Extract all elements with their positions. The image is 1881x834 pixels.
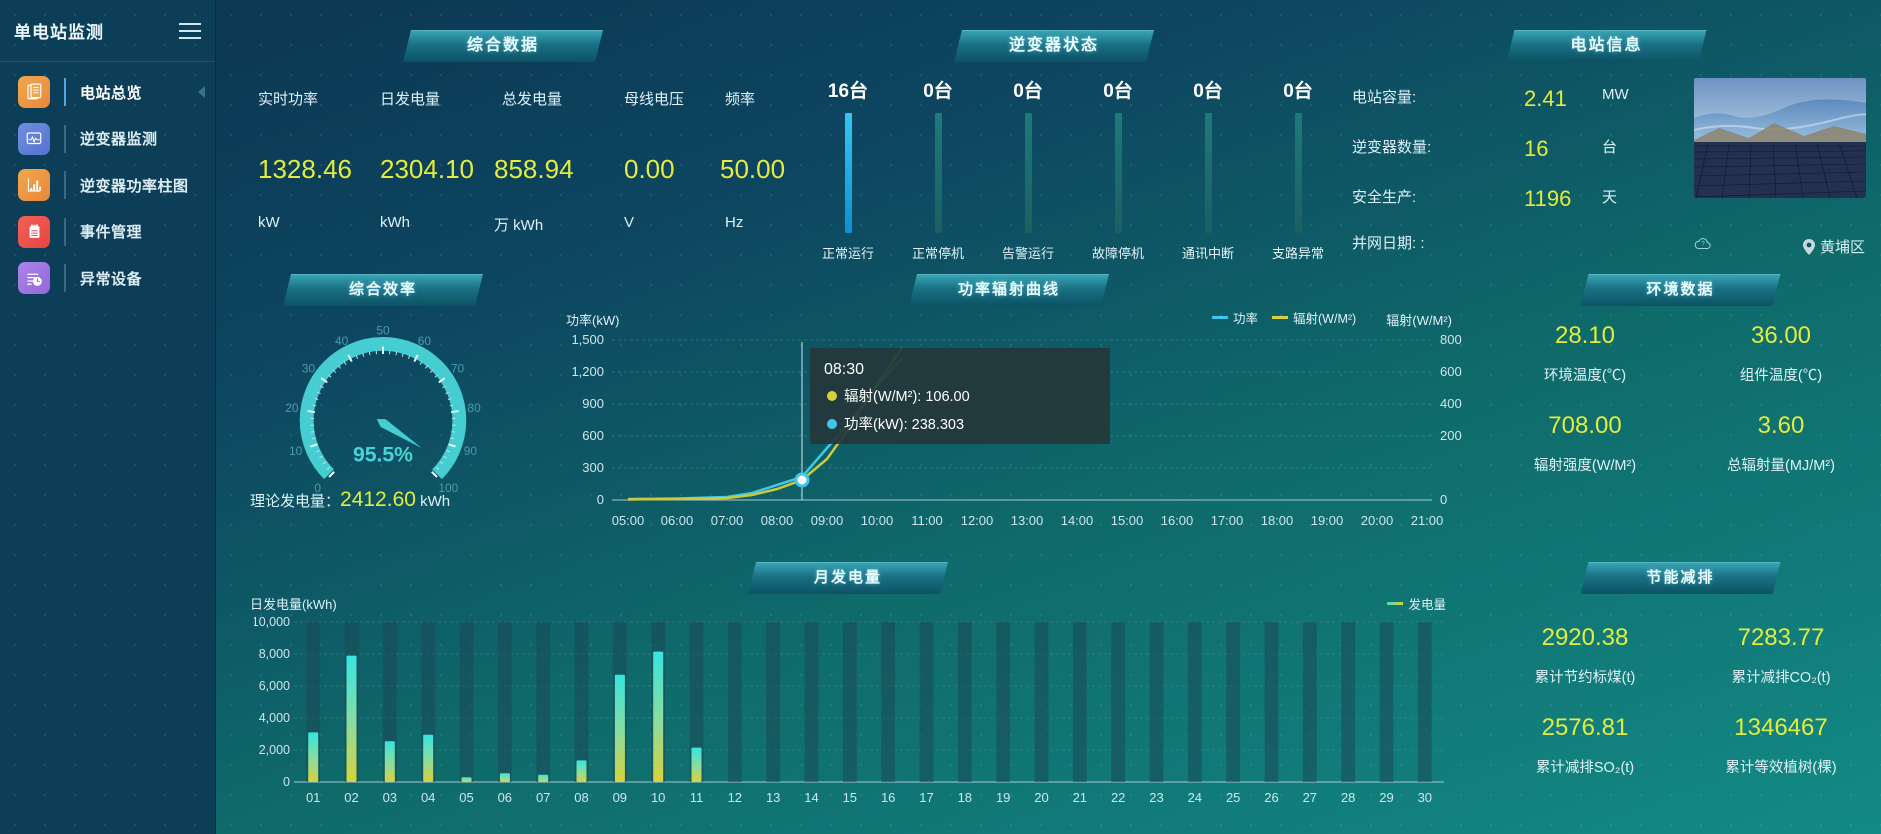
svg-text:10:00: 10:00 xyxy=(861,513,894,528)
svg-text:4,000: 4,000 xyxy=(259,711,290,725)
svg-text:07:00: 07:00 xyxy=(711,513,744,528)
svg-text:?: ? xyxy=(1701,242,1705,248)
svg-text:900: 900 xyxy=(582,396,604,411)
svg-text:05:00: 05:00 xyxy=(612,513,645,528)
svg-text:30: 30 xyxy=(1418,790,1432,805)
svg-text:0: 0 xyxy=(283,775,290,789)
svg-text:12:00: 12:00 xyxy=(961,513,994,528)
svg-text:16:00: 16:00 xyxy=(1161,513,1194,528)
svg-text:23: 23 xyxy=(1149,790,1163,805)
svg-text:300: 300 xyxy=(582,460,604,475)
svg-text:17:00: 17:00 xyxy=(1211,513,1244,528)
svg-text:辐射(W/M²): 106.00: 辐射(W/M²): 106.00 xyxy=(844,388,970,405)
svg-text:04: 04 xyxy=(421,790,435,805)
svg-text:15:00: 15:00 xyxy=(1111,513,1144,528)
svg-text:10: 10 xyxy=(651,790,665,805)
svg-text:18: 18 xyxy=(958,790,972,805)
svg-text:600: 600 xyxy=(1440,364,1462,379)
svg-text:50: 50 xyxy=(376,324,390,338)
svg-text:95.5%: 95.5% xyxy=(353,444,413,467)
svg-text:18:00: 18:00 xyxy=(1261,513,1294,528)
svg-text:03: 03 xyxy=(383,790,397,805)
svg-text:20: 20 xyxy=(1034,790,1048,805)
svg-text:10,000: 10,000 xyxy=(254,615,290,629)
svg-text:01: 01 xyxy=(306,790,320,805)
svg-text:6,000: 6,000 xyxy=(259,679,290,693)
svg-text:90: 90 xyxy=(464,444,478,458)
svg-text:24: 24 xyxy=(1188,790,1202,805)
svg-text:25: 25 xyxy=(1226,790,1240,805)
svg-text:05: 05 xyxy=(459,790,473,805)
svg-text:13:00: 13:00 xyxy=(1011,513,1044,528)
svg-text:13: 13 xyxy=(766,790,780,805)
svg-text:20: 20 xyxy=(285,401,299,415)
svg-text:30: 30 xyxy=(302,361,316,375)
svg-text:02: 02 xyxy=(344,790,358,805)
svg-text:0: 0 xyxy=(1440,492,1447,507)
svg-text:21:00: 21:00 xyxy=(1411,513,1444,528)
svg-text:19: 19 xyxy=(996,790,1010,805)
svg-text:8,000: 8,000 xyxy=(259,647,290,661)
svg-text:14: 14 xyxy=(804,790,818,805)
svg-text:08:00: 08:00 xyxy=(761,513,794,528)
svg-text:12: 12 xyxy=(728,790,742,805)
svg-text:11:00: 11:00 xyxy=(911,513,943,528)
svg-text:16: 16 xyxy=(881,790,895,805)
svg-text:08: 08 xyxy=(574,790,588,805)
svg-text:26: 26 xyxy=(1264,790,1278,805)
svg-text:06: 06 xyxy=(498,790,512,805)
svg-text:2,000: 2,000 xyxy=(259,743,290,757)
svg-text:70: 70 xyxy=(451,361,465,375)
svg-text:10: 10 xyxy=(289,444,303,458)
svg-text:11: 11 xyxy=(690,790,704,805)
svg-text:09: 09 xyxy=(613,790,627,805)
svg-text:600: 600 xyxy=(582,428,604,443)
svg-text:80: 80 xyxy=(467,401,481,415)
svg-text:07: 07 xyxy=(536,790,550,805)
svg-text:06:00: 06:00 xyxy=(661,513,694,528)
svg-text:800: 800 xyxy=(1440,332,1462,347)
svg-text:08:30: 08:30 xyxy=(824,361,864,378)
svg-text:1,200: 1,200 xyxy=(571,364,604,379)
svg-text:400: 400 xyxy=(1440,396,1462,411)
svg-text:功率(kW): 238.303: 功率(kW): 238.303 xyxy=(844,416,964,433)
svg-text:22: 22 xyxy=(1111,790,1125,805)
svg-text:28: 28 xyxy=(1341,790,1355,805)
svg-text:21: 21 xyxy=(1073,790,1087,805)
svg-text:14:00: 14:00 xyxy=(1061,513,1094,528)
svg-text:15: 15 xyxy=(843,790,857,805)
svg-text:1,500: 1,500 xyxy=(571,332,604,347)
svg-text:09:00: 09:00 xyxy=(811,513,844,528)
svg-text:0: 0 xyxy=(597,492,604,507)
svg-text:19:00: 19:00 xyxy=(1311,513,1344,528)
svg-text:29: 29 xyxy=(1379,790,1393,805)
svg-text:20:00: 20:00 xyxy=(1361,513,1394,528)
svg-text:200: 200 xyxy=(1440,428,1462,443)
svg-text:27: 27 xyxy=(1303,790,1317,805)
svg-text:17: 17 xyxy=(919,790,933,805)
